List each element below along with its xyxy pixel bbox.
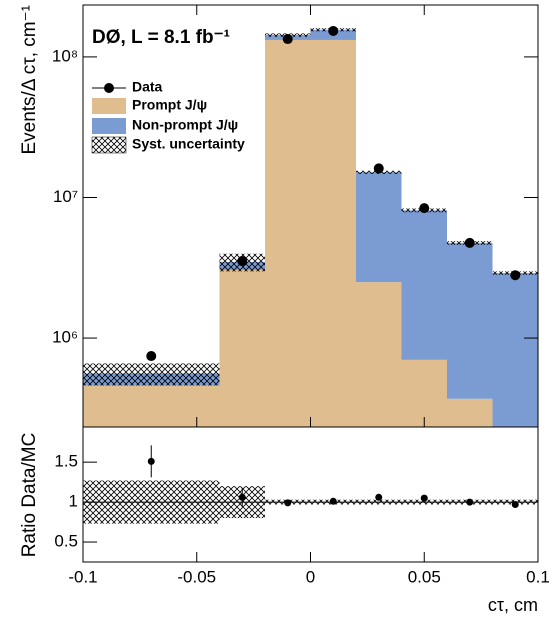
legend-swatch (91, 136, 127, 154)
data-point (329, 497, 337, 505)
bar (493, 436, 539, 437)
legend-marker (104, 83, 114, 93)
data-point (238, 493, 246, 501)
bar (265, 39, 311, 427)
main-plot (83, 25, 539, 437)
bar (356, 282, 402, 427)
x-tick-label: 0.1 (526, 567, 550, 586)
data-point (375, 493, 383, 501)
overlay: 10⁶ 10⁷ 10⁸ Data Prompt J/ψ Non-prompt J/ψ Sys… (52, 4, 550, 586)
ratio-axis-label: Ratio Data/MC (19, 433, 40, 558)
bar (219, 269, 265, 427)
data-point (420, 494, 428, 502)
x-tick-label: 0 (306, 567, 315, 586)
legend-swatch (92, 118, 126, 134)
legend-label: Data (132, 79, 163, 95)
bar (447, 242, 493, 399)
legend-label: Syst. uncertainty (132, 136, 245, 152)
ratio-plot (83, 445, 538, 524)
bar (401, 210, 447, 360)
data-point (328, 25, 339, 36)
uncertainty-band (83, 363, 220, 386)
y-tick-label: 0.5 (54, 532, 78, 551)
bar (401, 359, 447, 427)
bar (310, 39, 356, 427)
y-tick-label: 10⁷ (53, 187, 78, 206)
bar (447, 398, 493, 427)
legend-label: Prompt J/ψ (132, 97, 207, 113)
data-point (237, 256, 248, 267)
data-point (510, 270, 521, 281)
bar (83, 385, 220, 427)
data-point (466, 498, 474, 506)
data-point (146, 351, 157, 362)
x-tick-label: -0.1 (68, 567, 97, 586)
bar (492, 273, 538, 427)
y-axis-label: Events/Δ cτ, cm⁻¹ (19, 5, 40, 155)
bar (356, 172, 402, 283)
frame (82, 426, 539, 563)
legend-swatch (92, 98, 126, 114)
x-axis-label: cτ, cm (488, 595, 538, 615)
y-tick-label: 10⁶ (52, 328, 78, 347)
data-point (511, 500, 519, 508)
chart-title: DØ, L = 8.1 fb⁻¹ (92, 27, 230, 48)
y-tick-label: 10⁸ (52, 46, 78, 65)
y-tick-label: 1 (69, 492, 78, 511)
x-tick-label: 0.05 (408, 567, 441, 586)
data-point (282, 34, 293, 45)
x-tick-label: -0.05 (177, 567, 216, 586)
data-point (419, 203, 430, 214)
data-point (464, 237, 475, 248)
data-point (284, 499, 292, 507)
data-point (373, 163, 384, 174)
data-point (147, 457, 155, 465)
legend-label: Non-prompt J/ψ (132, 117, 238, 133)
y-tick-label: 1.5 (54, 452, 78, 471)
